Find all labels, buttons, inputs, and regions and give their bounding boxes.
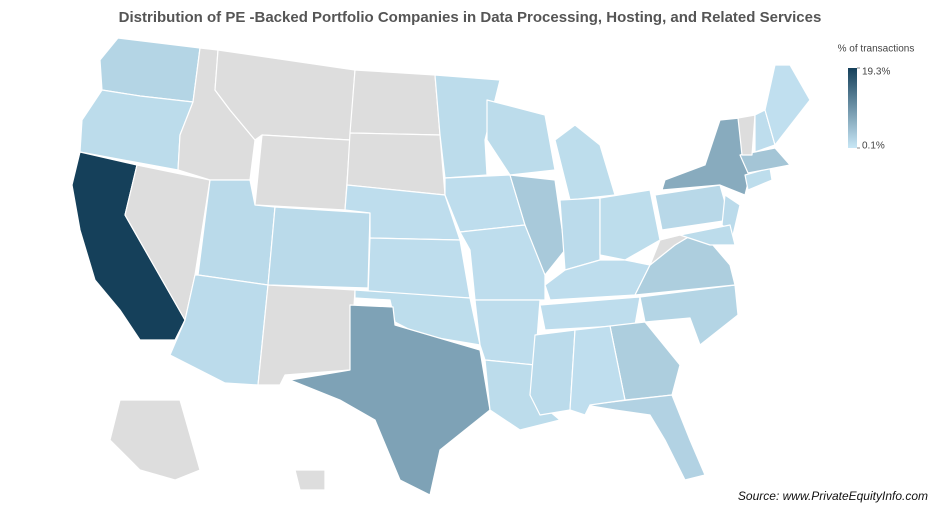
state-region bbox=[764, 64, 811, 146]
state-region bbox=[349, 69, 441, 136]
state-region bbox=[529, 329, 576, 416]
state-region bbox=[661, 117, 751, 196]
state-region bbox=[267, 206, 371, 289]
state-region bbox=[544, 259, 651, 301]
colorbar bbox=[848, 68, 857, 148]
state-region bbox=[679, 224, 736, 246]
chart-title: Distribution of PE -Backed Portfolio Com… bbox=[119, 9, 822, 26]
state-region bbox=[294, 469, 326, 491]
state-region bbox=[599, 189, 661, 261]
state-region bbox=[569, 325, 626, 416]
legend-title: % of transactions bbox=[838, 44, 915, 55]
state-region bbox=[254, 134, 351, 211]
colorbar-tick-label: 19.3% bbox=[862, 67, 890, 78]
state-region bbox=[486, 99, 556, 176]
state-region bbox=[346, 132, 446, 196]
source-note: Source: www.PrivateEquityInfo.com bbox=[738, 489, 928, 503]
state-region bbox=[554, 124, 616, 201]
state-region bbox=[584, 394, 706, 481]
state-region bbox=[509, 174, 566, 276]
state-region bbox=[559, 197, 601, 271]
state-region bbox=[257, 284, 356, 386]
state-region bbox=[289, 304, 491, 496]
state-region bbox=[654, 184, 731, 231]
state-region bbox=[737, 114, 756, 156]
state-region bbox=[367, 237, 471, 299]
state-region bbox=[434, 74, 501, 179]
state-region bbox=[474, 299, 541, 366]
colorbar-tick-label: 0.1% bbox=[862, 141, 885, 152]
state-region bbox=[109, 399, 201, 481]
